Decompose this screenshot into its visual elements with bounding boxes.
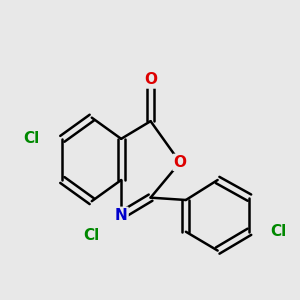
Text: N: N [115,208,128,223]
Text: O: O [173,155,187,170]
Text: O: O [144,73,157,88]
Text: Cl: Cl [271,224,287,239]
Text: Cl: Cl [24,131,40,146]
Text: Cl: Cl [84,228,100,243]
